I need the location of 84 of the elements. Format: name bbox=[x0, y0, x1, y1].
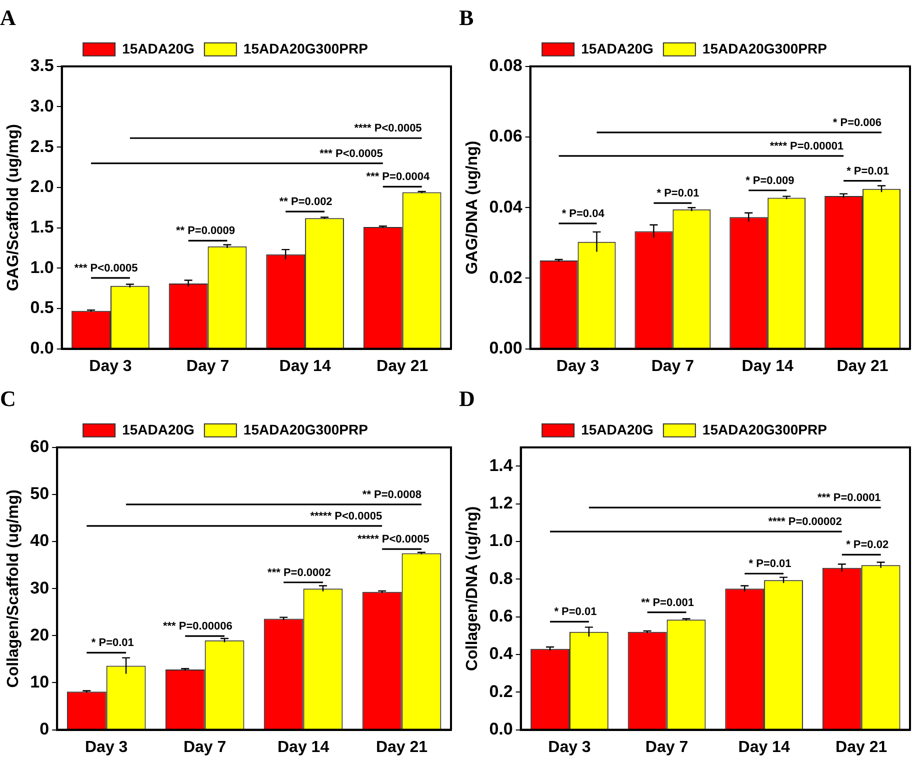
y-tick-label: 0.08 bbox=[489, 56, 522, 76]
y-tick-label: 1.5 bbox=[30, 217, 54, 236]
y-tick-label: 10 bbox=[30, 672, 50, 692]
x-tick-label: Day 14 bbox=[277, 738, 330, 756]
y-tick-label: 1.0 bbox=[489, 531, 513, 550]
x-tick-label: Day 21 bbox=[836, 358, 888, 375]
y-tick-label: 0.02 bbox=[489, 268, 522, 287]
y-tick-label: 2.0 bbox=[30, 177, 54, 196]
annotation: ** P=0.002 bbox=[279, 196, 332, 208]
x-tick-label: Day 3 bbox=[84, 738, 128, 756]
x-tick-label: Day 7 bbox=[183, 738, 226, 756]
y-tick-label: 3.0 bbox=[30, 96, 54, 116]
annotation: *** P=0.0001 bbox=[818, 492, 881, 504]
legend-label: 15ADA20G300PRP bbox=[702, 40, 827, 56]
x-tick-label: Day 7 bbox=[651, 358, 694, 375]
annotation: * P=0.04 bbox=[562, 208, 606, 220]
annotation: * P=0.01 bbox=[91, 637, 134, 650]
y-axis-title: Collagen/DNA (ug/ng) bbox=[464, 506, 482, 671]
chart-title: A bbox=[0, 4, 16, 30]
y-axis-title: GAG/DNA (ug/ng) bbox=[464, 140, 482, 274]
y-tick-label: 0.2 bbox=[489, 682, 513, 701]
legend-label: 15ADA20G300PRP bbox=[702, 421, 827, 438]
chart-title: D bbox=[459, 386, 475, 411]
y-tick-label: 0.00 bbox=[489, 338, 522, 358]
annotation: **** P=0.00001 bbox=[770, 140, 844, 152]
legend-label: 15ADA20G bbox=[581, 40, 654, 56]
annotation: * P=0.009 bbox=[746, 174, 794, 187]
annotation: ***** P<0.0005 bbox=[357, 534, 430, 546]
annotation: * P=0.01 bbox=[554, 606, 597, 618]
y-tick-label: 1.4 bbox=[489, 456, 514, 475]
x-tick-label: Day 14 bbox=[738, 738, 790, 756]
annotation: *** P<0.0005 bbox=[74, 262, 138, 274]
annotation: ***** P<0.0005 bbox=[310, 510, 382, 522]
y-tick-label: 0.4 bbox=[489, 644, 514, 664]
legend-label: 15ADA20G bbox=[122, 421, 195, 438]
y-tick-label: 0.8 bbox=[489, 568, 513, 588]
annotation: * P=0.01 bbox=[748, 558, 792, 570]
x-tick-label: Day 21 bbox=[376, 738, 428, 756]
chart-title: C bbox=[0, 386, 16, 411]
y-tick-label: 0.06 bbox=[489, 126, 522, 146]
annotation: * P=0.006 bbox=[832, 117, 882, 130]
y-tick-label: 0.6 bbox=[489, 606, 513, 626]
annotation: *** P=0.0004 bbox=[366, 171, 430, 184]
x-tick-label: Day 3 bbox=[556, 358, 600, 375]
y-tick-label: 0.0 bbox=[489, 719, 513, 738]
annotation: **** P=0.00002 bbox=[768, 516, 842, 528]
y-tick-label: 0 bbox=[40, 719, 50, 738]
y-tick-label: 0.0 bbox=[30, 338, 54, 358]
x-tick-label: Day 3 bbox=[89, 358, 132, 375]
annotation: * P=0.02 bbox=[846, 539, 889, 552]
annotation: *** P=0.0002 bbox=[268, 566, 331, 579]
y-tick-label: 30 bbox=[30, 578, 50, 598]
y-tick-label: 0.5 bbox=[30, 298, 54, 318]
annotation: *** P<0.0005 bbox=[320, 148, 383, 160]
y-tick-label: 20 bbox=[30, 625, 50, 644]
x-tick-label: Day 14 bbox=[742, 358, 794, 375]
x-tick-label: Day 7 bbox=[645, 738, 688, 756]
x-tick-label: Day 7 bbox=[186, 358, 230, 375]
legend-label: 15ADA20G bbox=[122, 40, 195, 56]
y-tick-label: 2.5 bbox=[30, 136, 54, 156]
legend-label: 15ADA20G300PRP bbox=[243, 40, 368, 56]
chart-title: B bbox=[459, 4, 474, 30]
annotation: * P=0.01 bbox=[846, 165, 890, 178]
annotation: * P=0.01 bbox=[656, 188, 700, 200]
annotation: *** P=0.00006 bbox=[162, 620, 232, 633]
legend-label: 15ADA20G300PRP bbox=[243, 421, 368, 438]
y-axis-title: GAG/Scaffold (ug/mg) bbox=[5, 124, 22, 292]
y-tick-label: 60 bbox=[30, 437, 50, 456]
x-tick-label: Day 21 bbox=[836, 738, 888, 756]
annotation: ** P=0.0008 bbox=[362, 488, 422, 501]
x-tick-label: Day 21 bbox=[376, 358, 428, 375]
x-tick-label: Day 14 bbox=[279, 358, 331, 375]
y-tick-label: 3.5 bbox=[30, 56, 54, 76]
y-tick-label: 50 bbox=[30, 484, 50, 504]
annotation: ** P=0.0009 bbox=[176, 225, 236, 238]
y-axis-title: Collagen/Scaffold (ug/mg) bbox=[5, 489, 22, 688]
y-tick-label: 40 bbox=[30, 531, 50, 550]
y-tick-label: 1.0 bbox=[30, 258, 54, 277]
x-tick-label: Day 3 bbox=[548, 738, 591, 756]
annotation: **** P<0.0005 bbox=[354, 122, 422, 135]
y-tick-label: 0.04 bbox=[489, 197, 523, 216]
legend-label: 15ADA20G bbox=[581, 421, 654, 438]
annotation: ** P=0.001 bbox=[641, 596, 694, 609]
y-tick-label: 1.2 bbox=[489, 494, 513, 513]
